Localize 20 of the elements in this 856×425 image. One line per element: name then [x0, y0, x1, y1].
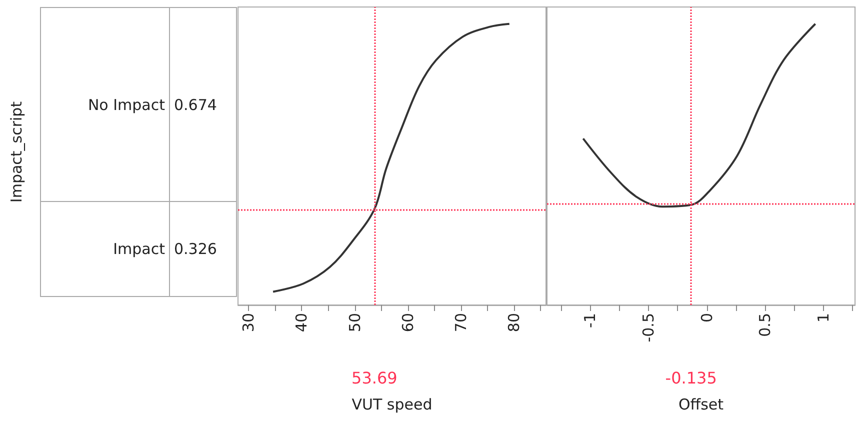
data-label: 0.326	[173, 239, 218, 260]
text: Impact_script	[8, 101, 26, 203]
category-label: No Impact	[41, 8, 170, 202]
x-tick-label: 70	[452, 313, 470, 332]
x-tick-label: 40	[292, 313, 311, 332]
data-label: 0.674	[173, 94, 218, 116]
x-axis-title: Offset	[678, 396, 724, 414]
ref-line-label: 53.69	[352, 368, 398, 388]
x-tick-label: 60	[398, 313, 417, 332]
ref-line-label: -0.135	[665, 368, 717, 388]
x-tick-label: 30	[240, 313, 258, 332]
x-tick-label: 50	[346, 313, 364, 332]
x-tick-label: -0.5	[640, 313, 658, 342]
x-tick-label: 1	[814, 313, 832, 323]
x-axis-title: VUT speed	[352, 396, 432, 414]
category-label: Impact	[41, 202, 170, 296]
x-tick-label: 80	[505, 313, 524, 332]
x-tick-label: 0.5	[756, 313, 774, 337]
x-tick-label: -1	[581, 313, 600, 328]
x-tick-label: 0	[698, 313, 716, 323]
